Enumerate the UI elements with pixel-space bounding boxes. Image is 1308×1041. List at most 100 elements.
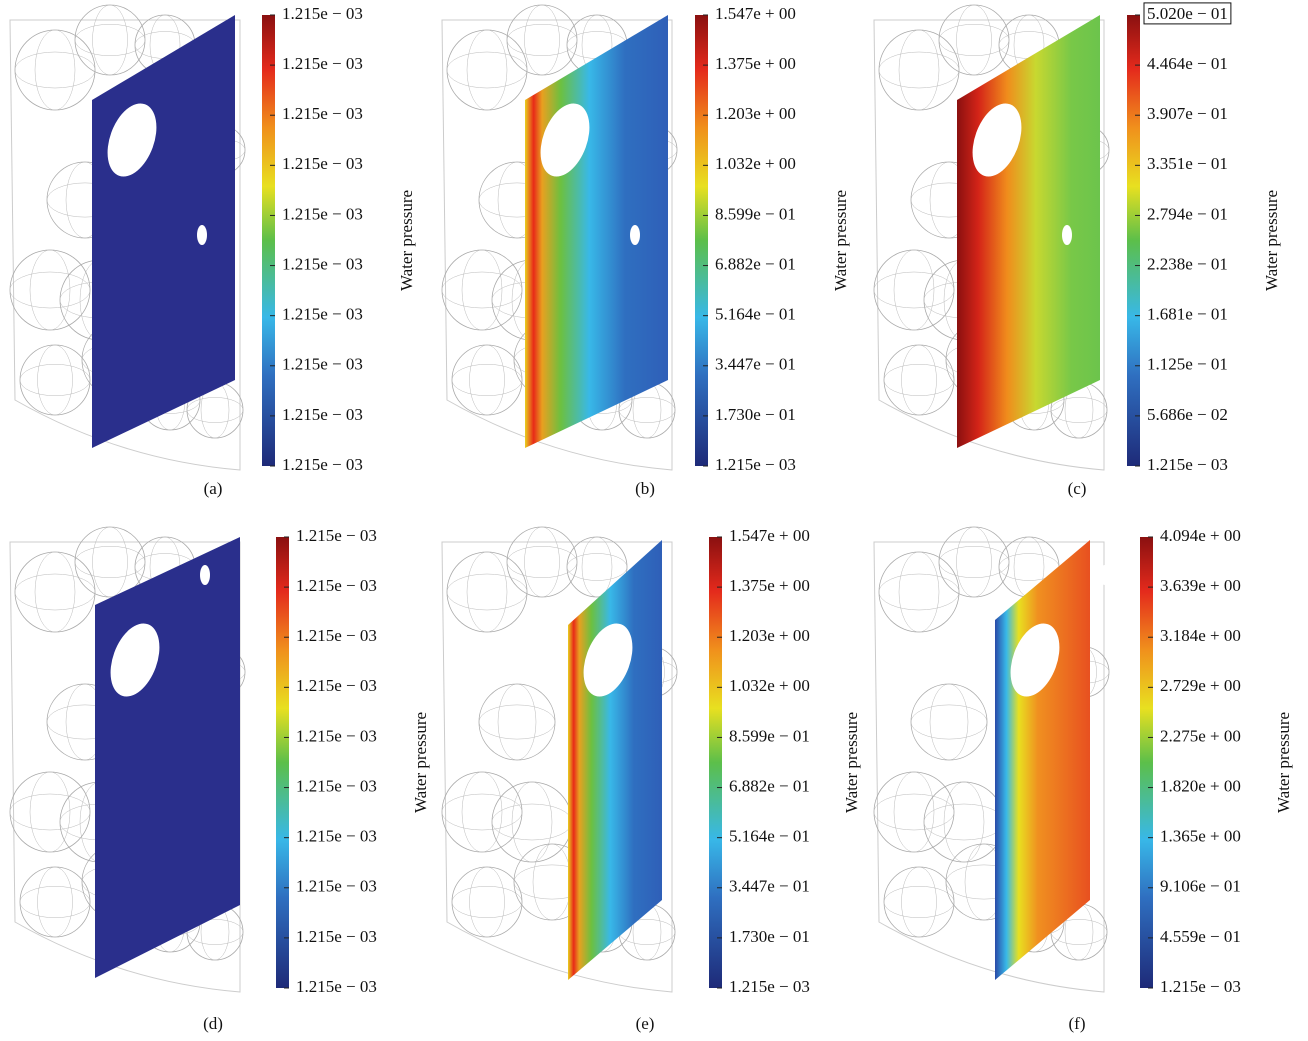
colorbar-tick-label: 1.215e − 03	[282, 355, 363, 374]
scene	[10, 5, 245, 470]
slice-plane	[92, 15, 235, 448]
particle-mesh	[38, 345, 73, 415]
particle-mesh	[498, 684, 536, 760]
colorbar-tick-label: 1.215e − 03	[296, 776, 377, 795]
particle-mesh	[899, 552, 939, 632]
colorbar	[262, 15, 275, 466]
colorbar-tick-label: 1.730e − 01	[715, 405, 796, 424]
particle	[939, 527, 1009, 597]
particle	[442, 772, 522, 852]
particle	[452, 345, 522, 415]
colorbar-tick-label: 1.547e + 00	[729, 526, 810, 545]
colorbar-tick-label: 1.215e − 03	[282, 405, 363, 424]
hole	[673, 565, 683, 585]
particle	[479, 684, 555, 760]
slice-plane	[995, 540, 1090, 980]
particle-mesh	[507, 546, 577, 578]
particle-mesh	[884, 364, 954, 396]
colorbar-tick-label: 1.215e − 03	[282, 305, 363, 324]
colorbar-tick-label: 3.447e − 01	[729, 877, 810, 896]
particle	[452, 867, 522, 937]
particle-mesh	[939, 24, 1009, 56]
colorbar-tick-label: 1.215e − 03	[296, 626, 377, 645]
scene	[874, 527, 1110, 992]
scene	[10, 527, 245, 992]
particle	[874, 772, 954, 852]
colorbar-tick-label: 6.882e − 01	[715, 254, 796, 273]
particle-mesh	[533, 844, 571, 920]
particle	[10, 250, 90, 330]
particle	[911, 684, 987, 760]
colorbar-title: Water pressure	[397, 190, 416, 291]
particle-mesh	[479, 705, 555, 739]
hole	[1062, 225, 1072, 245]
colorbar-title: Water pressure	[831, 190, 850, 291]
particle-mesh	[35, 30, 75, 110]
colorbar-tick-label: 3.907e − 01	[1147, 104, 1228, 123]
panel-label: (b)	[635, 479, 655, 498]
colorbar-tick-label: 1.125e − 01	[1147, 355, 1228, 374]
particle	[10, 772, 90, 852]
colorbar	[276, 537, 289, 988]
scene	[442, 5, 677, 470]
particle-mesh	[20, 886, 90, 918]
particle	[939, 5, 1009, 75]
colorbar-tick-label: 8.599e − 01	[715, 204, 796, 223]
colorbar-tick-label: 5.020e − 01	[1147, 4, 1228, 23]
colorbar-tick-label: 1.730e − 01	[729, 927, 810, 946]
colorbar-title: Water pressure	[1262, 190, 1281, 291]
particle-mesh	[447, 574, 527, 610]
particle-mesh	[879, 52, 959, 88]
particle	[20, 345, 90, 415]
colorbar-tick-label: 1.203e + 00	[729, 626, 810, 645]
colorbar-tick-label: 1.681e − 01	[1147, 305, 1228, 324]
particle-mesh	[507, 24, 577, 56]
hole	[200, 565, 210, 585]
colorbar-title: Water pressure	[1274, 712, 1293, 813]
particle-mesh	[957, 527, 992, 597]
colorbar-tick-label: 4.094e + 00	[1160, 526, 1241, 545]
colorbar-tick-label: 1.820e + 00	[1160, 776, 1241, 795]
hole	[1100, 565, 1110, 585]
particle-mesh	[75, 546, 145, 578]
colorbar	[695, 15, 708, 466]
particle-mesh	[93, 5, 128, 75]
particle-mesh	[20, 364, 90, 396]
hole	[630, 225, 640, 245]
colorbar-tick-label: 3.351e − 01	[1147, 154, 1228, 173]
particle-mesh	[15, 52, 95, 88]
colorbar-tick-label: 1.215e − 03	[296, 827, 377, 846]
colorbar-tick-label: 6.882e − 01	[729, 776, 810, 795]
colorbar-tick-label: 1.215e − 03	[282, 154, 363, 173]
panel-label: (d)	[203, 1014, 223, 1033]
figure: 1.215e − 03 1.215e − 03 1.215e − 03 1.215e …	[0, 0, 1308, 1041]
colorbar-tick-label: 1.215e − 03	[715, 455, 796, 474]
panel-label: (a)	[204, 479, 223, 498]
colorbar-tick-label: 2.238e − 01	[1147, 254, 1228, 273]
scenes	[10, 5, 1110, 992]
panel-label: (e)	[636, 1014, 655, 1033]
particle-mesh	[957, 5, 992, 75]
particle	[442, 250, 522, 330]
particle-mesh	[75, 24, 145, 56]
colorbar-tick-label: 1.215e − 03	[1147, 455, 1228, 474]
particle	[879, 30, 959, 110]
particle-mesh	[15, 574, 95, 610]
colorbar-tick-label: 1.215e − 03	[282, 455, 363, 474]
particle	[507, 527, 577, 597]
colorbar-tick-label: 1.215e − 03	[296, 927, 377, 946]
colorbar-tick-label: 1.375e + 00	[729, 576, 810, 595]
colorbar-tick-label: 1.215e − 03	[282, 204, 363, 223]
particle-mesh	[10, 272, 90, 308]
colorbar-tick-label: 1.215e − 03	[296, 877, 377, 896]
particle-mesh	[35, 552, 75, 632]
particle-mesh	[582, 537, 612, 597]
particle-mesh	[470, 867, 505, 937]
colorbar-title: Water pressure	[411, 712, 430, 813]
panel-label: (c)	[1068, 479, 1087, 498]
colorbar-tick-label: 1.215e − 03	[282, 4, 363, 23]
particle	[447, 30, 527, 110]
particle-mesh	[911, 705, 987, 739]
colorbar-tick-label: 3.447e − 01	[715, 355, 796, 374]
particle-mesh	[567, 554, 627, 581]
